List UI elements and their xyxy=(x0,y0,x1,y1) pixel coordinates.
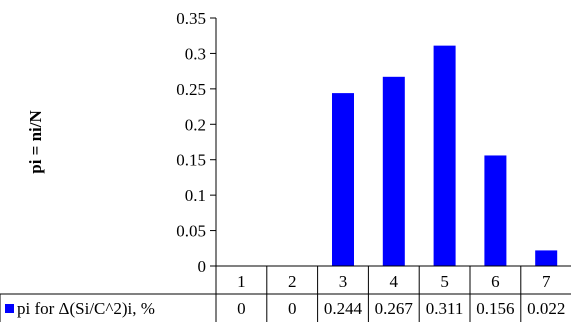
bar-7 xyxy=(535,250,558,266)
y-axis: 0 0.05 0.1 0.15 0.2 0.25 0.3 0.35 xyxy=(176,9,217,276)
data-table: 1 2 3 4 5 6 7 pi for Δ(Si/C^2)i, % 0 0 0.244 0.267 0… xyxy=(0,265,571,322)
y-tick-label: 0.1 xyxy=(185,186,206,205)
table-value-cell: 0.244 xyxy=(324,299,363,318)
bar-4 xyxy=(382,76,405,266)
table-value-cell: 0.022 xyxy=(527,299,565,318)
legend-swatch xyxy=(5,304,14,313)
bar-5 xyxy=(433,45,456,267)
y-tick-label: 0.3 xyxy=(185,44,206,63)
x-category-label: 6 xyxy=(491,272,500,291)
legend-label: pi for Δ(Si/C^2)i, % xyxy=(17,299,155,318)
x-category-label: 2 xyxy=(288,272,297,291)
y-tick-label: 0.25 xyxy=(176,80,206,99)
table-value-cell: 0.267 xyxy=(375,299,414,318)
x-category-label: 5 xyxy=(440,272,449,291)
y-tick-label: 0.2 xyxy=(185,115,206,134)
table-value-cell: 0.156 xyxy=(476,299,514,318)
y-tick-label: 0 xyxy=(198,257,207,276)
bar-3 xyxy=(332,93,354,266)
y-tick-label: 0.15 xyxy=(176,151,206,170)
x-category-label: 7 xyxy=(542,272,551,291)
bar-6 xyxy=(484,155,507,266)
bars xyxy=(332,45,558,267)
y-axis-label: pi = ni/N xyxy=(26,110,45,174)
x-category-label: 4 xyxy=(390,272,399,291)
x-category-label: 1 xyxy=(237,272,246,291)
y-tick-label: 0.35 xyxy=(176,9,206,28)
table-value-cell: 0.311 xyxy=(426,299,464,318)
x-category-label: 3 xyxy=(339,272,348,291)
y-tick-label: 0.05 xyxy=(176,222,206,241)
table-value-cell: 0 xyxy=(288,299,297,318)
table-value-cell: 0 xyxy=(237,299,246,318)
